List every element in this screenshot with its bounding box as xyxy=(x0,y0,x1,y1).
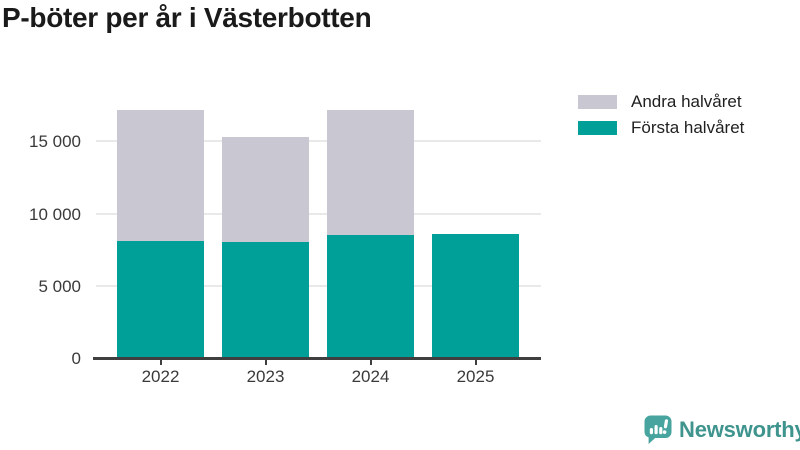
legend: Andra halvåret Första halvåret xyxy=(578,92,745,146)
legend-label: Andra halvåret xyxy=(631,92,742,111)
legend-item: Första halvåret xyxy=(578,118,745,137)
x-axis-tick xyxy=(474,360,477,365)
x-axis-line xyxy=(93,357,541,360)
bar-2025-första-halvåret xyxy=(432,233,519,358)
x-axis-category-label: 2022 xyxy=(141,367,180,386)
bar-2022-andra-halvåret xyxy=(117,109,204,242)
x-axis-tick xyxy=(369,360,372,365)
brand-logo: Newsworthy xyxy=(644,415,800,445)
bar-2022-första-halvåret xyxy=(117,241,204,358)
legend-item: Andra halvåret xyxy=(578,92,744,111)
x-axis-category-label: 2025 xyxy=(456,367,495,386)
chart-title: P-böter per år i Västerbotten xyxy=(2,2,372,33)
y-axis-tick-label: 15 000 xyxy=(29,132,81,152)
brand-name: Newsworthy xyxy=(679,417,800,442)
gridline-10000 xyxy=(96,212,541,215)
x-axis-tick xyxy=(264,360,267,365)
bar-2023-första-halvåret xyxy=(222,242,309,358)
bar-2024-andra-halvåret xyxy=(327,109,414,236)
y-axis-tick-label: 0 xyxy=(71,349,81,368)
newsworthy-logo-icon xyxy=(644,415,672,444)
y-axis-tick-label: 10 000 xyxy=(29,204,81,224)
x-axis-category-label: 2024 xyxy=(351,367,390,386)
gridline-5000 xyxy=(96,284,541,287)
x-axis-category-label: 2023 xyxy=(246,367,285,386)
bar-2023-andra-halvåret xyxy=(222,137,309,243)
legend-label: Första halvåret xyxy=(631,118,745,137)
legend-swatch xyxy=(578,94,617,109)
y-axis-tick-label: 5 000 xyxy=(38,276,81,296)
x-axis-tick xyxy=(159,360,162,365)
legend-swatch xyxy=(578,120,617,135)
gridline-15000 xyxy=(96,140,541,143)
bar-2024-första-halvåret xyxy=(327,235,414,358)
